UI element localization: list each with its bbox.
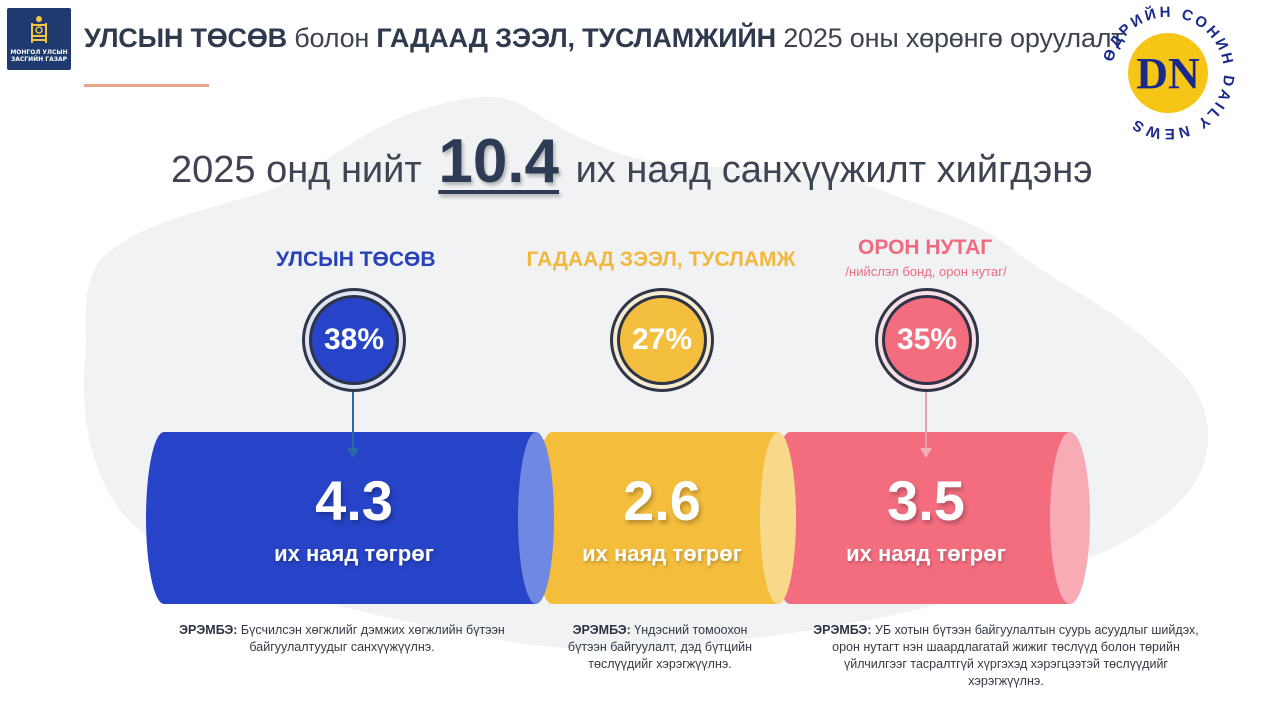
percent-value: 27%	[617, 295, 707, 385]
cylinder-state-budget	[146, 432, 554, 604]
priority-note-local: ЭРЭМБЭ: УБ хотын бүтээн байгуулалтын суу…	[813, 623, 1199, 688]
funding-cylinders	[146, 432, 1090, 604]
label-state-budget: УЛСЫН ТӨСӨВ	[276, 248, 436, 271]
daily-news-stamp: DN ӨДРИЙН СОНИН DAILY NEWS	[1100, 4, 1234, 142]
soyombo-emblem-icon	[31, 16, 47, 43]
arrow-down-icon	[347, 448, 359, 458]
cylinder-foreign-loan	[534, 432, 796, 604]
page-title: УЛСЫН ТӨСӨВ болон ГАДААД ЗЭЭЛ, ТУСЛАМЖИЙ…	[84, 23, 1124, 53]
priority-note-state-budget: ЭРЭМБЭ: Бүсчилсэн хөгжлийг дэмжих хөгжли…	[179, 623, 505, 654]
unit-state-budget: их наяд төгрөг	[274, 541, 434, 566]
total-amount: 10.4	[438, 127, 560, 196]
connector-blue	[352, 392, 354, 450]
percent-badge-foreign-loan: 27%	[610, 288, 714, 392]
priority-note-foreign-loan: ЭРЭМБЭ: Үндэсний томоохон бүтээн байгуул…	[567, 623, 753, 671]
unit-local: их наяд төгрөг	[846, 541, 1006, 566]
percent-value: 38%	[309, 295, 399, 385]
logo-caption: МОНГОЛ УЛСЫН ЗАСГИЙН ГАЗАР	[10, 49, 68, 63]
title-underline	[84, 84, 209, 87]
percent-badge-local: 35%	[875, 288, 979, 392]
percent-value: 35%	[882, 295, 972, 385]
arrow-down-icon	[920, 448, 932, 458]
unit-foreign-loan: их наяд төгрөг	[582, 541, 742, 566]
label-foreign-loan: ГАДААД ЗЭЭЛ, ТУСЛАМЖ	[526, 248, 796, 271]
label-local: ОРОН НУТАГ	[858, 236, 993, 259]
amount-local: 3.5	[887, 469, 965, 532]
amount-state-budget: 4.3	[315, 469, 393, 532]
amount-foreign-loan: 2.6	[623, 469, 701, 532]
percent-badge-state-budget: 38%	[302, 288, 406, 392]
connector-pink	[925, 392, 927, 450]
label-local-subtitle: /нийслэл бонд, орон нутаг/	[845, 264, 1007, 279]
headline: 2025 онд нийт 10.4 их наяд санхүүжилт хи…	[171, 122, 1093, 210]
government-logo: МОНГОЛ УЛСЫН ЗАСГИЙН ГАЗАР	[7, 8, 71, 70]
stamp-letters: DN	[1136, 49, 1200, 98]
